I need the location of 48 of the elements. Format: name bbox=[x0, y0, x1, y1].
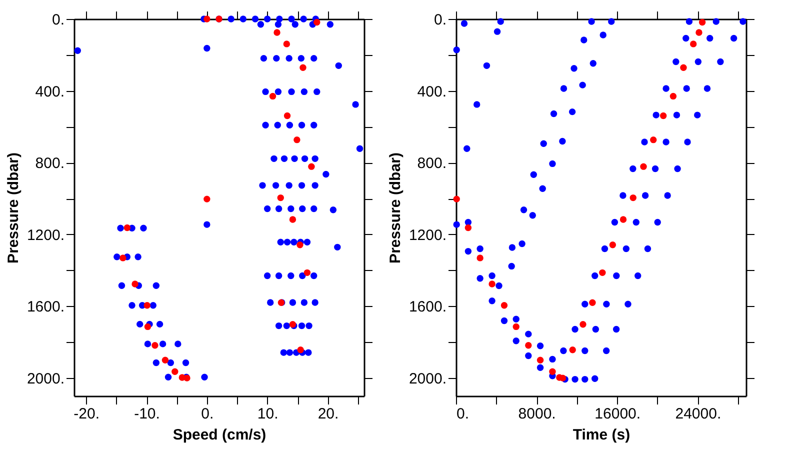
x-tick-label: 0. bbox=[201, 406, 214, 422]
y-axis-title: Pressure (dbar) bbox=[386, 152, 404, 264]
point bbox=[204, 16, 210, 22]
point bbox=[297, 346, 304, 354]
x-tick-label: 20. bbox=[318, 406, 339, 422]
y-tick-label: 2000. bbox=[26, 370, 64, 388]
point bbox=[304, 269, 311, 276]
point bbox=[296, 241, 304, 248]
point bbox=[308, 163, 315, 170]
y-tick-label: 400. bbox=[417, 83, 446, 100]
point bbox=[289, 216, 296, 223]
y-tick-label: 0. bbox=[52, 12, 64, 28]
point bbox=[294, 136, 300, 144]
y-tick-label: 800. bbox=[417, 155, 446, 172]
point bbox=[283, 40, 290, 48]
point bbox=[144, 323, 152, 330]
x-tick-label: 10. bbox=[257, 406, 278, 422]
y-tick-label: 800. bbox=[35, 155, 64, 172]
x-tick-label: -20. bbox=[74, 406, 100, 422]
point bbox=[314, 18, 320, 26]
x-tick-label: 16000. bbox=[594, 406, 641, 422]
y-tick-label: 1200. bbox=[408, 226, 446, 244]
x-tick-label: -10. bbox=[134, 406, 160, 422]
y-tick-label: 400. bbox=[35, 83, 64, 100]
point bbox=[269, 92, 276, 100]
point bbox=[132, 280, 138, 288]
x-tick-label: 0. bbox=[456, 406, 470, 422]
point bbox=[204, 196, 210, 202]
x-tick-label: 8000. bbox=[518, 406, 556, 422]
x-axis-title: Time (s) bbox=[572, 426, 630, 444]
point bbox=[300, 64, 306, 71]
x-axis-title: Speed (cm/s) bbox=[172, 426, 266, 444]
point bbox=[274, 29, 280, 36]
point bbox=[277, 194, 284, 202]
point bbox=[152, 342, 158, 349]
y-tick-label: 1200. bbox=[26, 226, 64, 244]
y-tick-label: 1600. bbox=[26, 298, 64, 316]
point bbox=[144, 302, 150, 309]
y-tick-label: 2000. bbox=[408, 370, 446, 388]
point bbox=[284, 112, 291, 120]
point bbox=[172, 368, 178, 375]
point bbox=[124, 224, 131, 232]
y-tick-label: 1600. bbox=[408, 298, 446, 316]
point bbox=[120, 254, 126, 262]
x-tick-label: 24000. bbox=[675, 406, 722, 422]
point bbox=[162, 356, 169, 364]
y-axis-title: Pressure (dbar) bbox=[4, 152, 22, 264]
y-tick-label: 0. bbox=[434, 12, 446, 28]
